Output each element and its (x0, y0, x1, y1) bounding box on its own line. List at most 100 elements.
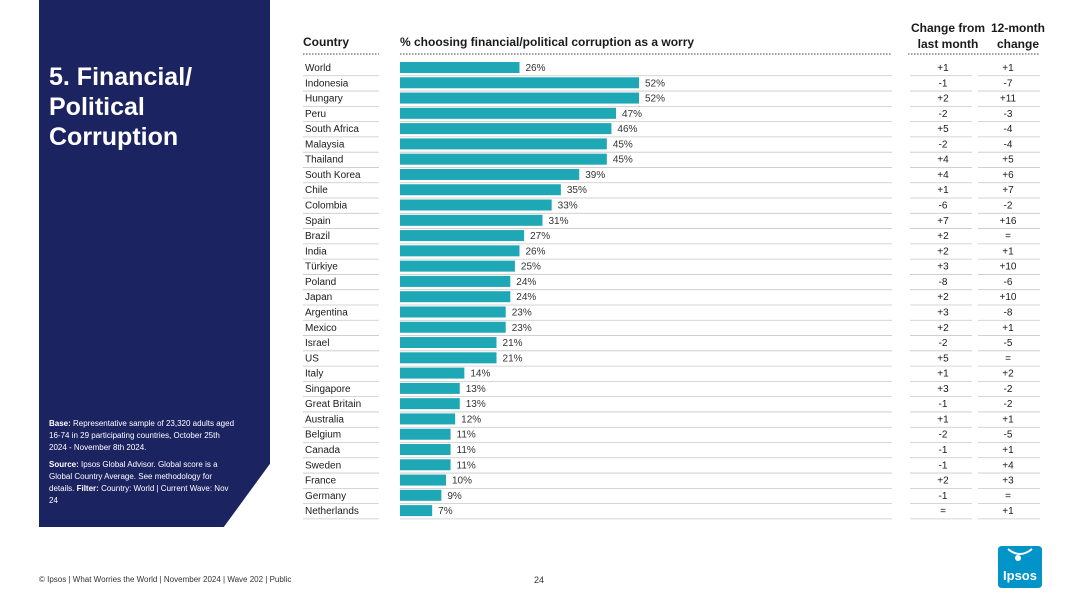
bar (400, 459, 451, 471)
change-month-value: -2 (939, 430, 948, 441)
bar (400, 245, 520, 257)
country-label: Peru (305, 109, 326, 120)
country-label: Sweden (305, 460, 341, 471)
bar (400, 367, 465, 379)
country-label: South Korea (305, 170, 361, 181)
change-month-value: +3 (937, 262, 949, 273)
change-year-value: +3 (1002, 476, 1014, 487)
change-year-value: +1 (1002, 445, 1014, 456)
country-label: Brazil (305, 231, 330, 242)
value-label: 14% (470, 369, 490, 380)
change-year-value: -2 (1004, 201, 1013, 212)
base-text: Representative sample of 23,320 adults a… (49, 419, 235, 452)
value-label: 24% (516, 292, 536, 303)
country-label: Türkiye (305, 262, 338, 273)
country-label: Argentina (305, 307, 348, 318)
change-year-value: -7 (1004, 78, 1013, 89)
change-year-value: +10 (1000, 262, 1017, 273)
change-month-value: -2 (939, 338, 948, 349)
value-label: 13% (466, 399, 486, 410)
bar (400, 184, 561, 196)
change-year-value: = (1005, 353, 1011, 364)
logo-dot (1015, 555, 1021, 561)
bar (400, 428, 451, 440)
bar (400, 398, 460, 410)
change-month-value: -1 (939, 445, 948, 456)
country-label: Malaysia (305, 139, 345, 150)
change-year-value: -4 (1004, 124, 1013, 135)
change-year-value: -4 (1004, 139, 1013, 150)
change-month-value: +2 (937, 246, 949, 257)
value-label: 27% (530, 231, 550, 242)
country-label: Japan (305, 292, 332, 303)
value-label: 12% (461, 414, 481, 425)
value-label: 46% (617, 124, 637, 135)
bar (400, 92, 639, 104)
bar (400, 214, 543, 226)
source-text: Ipsos Global Advisor. Global score is a … (49, 460, 218, 493)
change-month-value: +1 (937, 414, 949, 425)
change-year-value: -2 (1004, 399, 1013, 410)
bar (400, 291, 511, 303)
change-month-value: -1 (939, 399, 948, 410)
side-panel: 5. Financial/ Political Corruption Base:… (39, 0, 270, 527)
value-label: 52% (645, 78, 665, 89)
bar (400, 77, 639, 89)
value-label: 23% (512, 323, 532, 334)
change-year-value: +11 (1000, 94, 1017, 105)
logo-arc (1007, 548, 1033, 555)
country-label: Netherlands (305, 506, 359, 517)
logo-badge (998, 546, 1042, 588)
country-label: Australia (305, 414, 344, 425)
bar (400, 62, 520, 73)
bar (400, 337, 497, 349)
change-month-value: -2 (939, 109, 948, 120)
change-month-value: -1 (939, 78, 948, 89)
value-label: 21% (503, 338, 523, 349)
bar (400, 138, 607, 150)
value-label: 26% (526, 63, 546, 74)
value-label: 23% (512, 307, 532, 318)
ipsos-logo: Ipsos (998, 546, 1042, 588)
value-label: 47% (622, 109, 642, 120)
bar (400, 123, 612, 135)
country-label: Germany (305, 491, 346, 502)
value-label: 45% (613, 155, 633, 166)
change-year-value: +4 (1002, 460, 1014, 471)
value-label: 11% (457, 460, 476, 471)
change-month-value: +5 (937, 124, 949, 135)
change-month-value: +1 (937, 63, 949, 74)
value-label: 26% (526, 246, 546, 257)
base-note: Base: Representative sample of 23,320 ad… (49, 418, 239, 454)
change-month-value: +4 (937, 170, 949, 181)
value-label: 35% (567, 185, 587, 196)
value-label: 24% (516, 277, 536, 288)
value-label: 52% (645, 94, 665, 105)
chart-rows: World 26% +1 +1 Indonesia 52% -1 -7 Hungary 52% +2… (303, 62, 1040, 520)
value-label: 45% (613, 139, 633, 150)
bar (400, 489, 442, 501)
footer-text: © Ipsos | What Worries the World | Novem… (39, 575, 292, 584)
country-label: Italy (305, 369, 323, 380)
value-label: 11% (457, 430, 476, 441)
country-label: Canada (305, 445, 340, 456)
bar (400, 153, 607, 165)
change-year-value: = (1005, 491, 1011, 502)
filter-label: Filter: (76, 484, 99, 493)
country-label: India (305, 246, 327, 257)
base-label: Base: (49, 419, 71, 428)
bar (400, 444, 451, 455)
country-label: South Africa (305, 124, 359, 135)
change-year-value: +1 (1002, 506, 1014, 517)
change-year-value: +5 (1002, 155, 1014, 166)
value-label: 7% (438, 506, 453, 517)
bar (400, 230, 525, 242)
country-label: Colombia (305, 201, 348, 212)
filter-text: Country: World | Current Wave: Nov 24 (49, 484, 229, 505)
country-label: US (305, 353, 319, 364)
country-label: Israel (305, 338, 329, 349)
change-year-value: +1 (1002, 414, 1014, 425)
change-month-value: = (940, 506, 946, 517)
change-year-value: -3 (1004, 109, 1013, 120)
change-year-value: +7 (1002, 185, 1014, 196)
